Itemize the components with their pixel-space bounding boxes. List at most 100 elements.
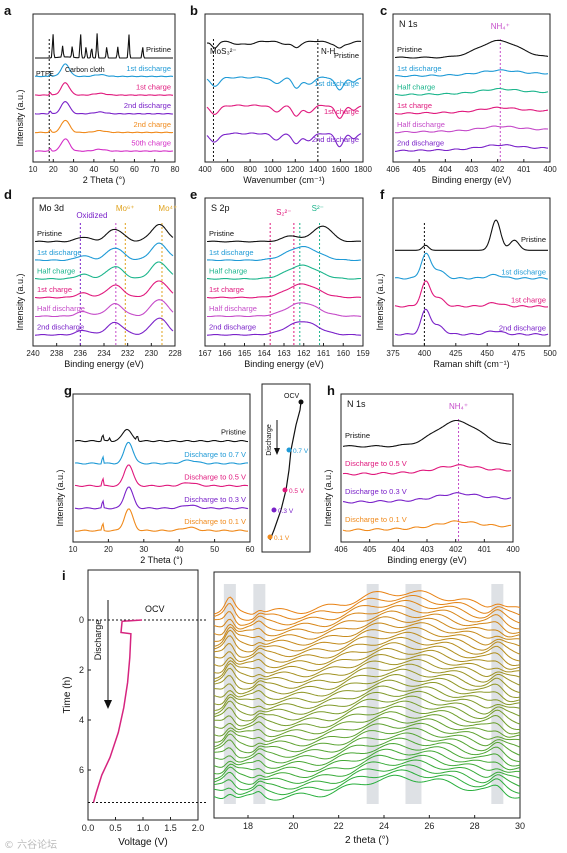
waterfall-curve [213,774,521,801]
series-label: Discharge to 0.5 V [345,459,407,468]
y-tick-label: 0 [79,615,84,625]
x-tick-label: 405 [363,545,377,554]
x-tick-label: 161 [317,349,331,358]
series-label: Discharge to 0.5 V [184,472,246,481]
series-label: 2nd discharge [209,322,256,331]
x-axis-label: Binding energy (eV) [244,359,324,369]
x-tick-label: 10 [29,165,38,174]
x-tick-label: 30 [69,165,78,174]
inset-point [271,507,277,513]
panel-title: N 1s [399,19,418,29]
x-tick-label: 26 [424,821,434,831]
annotation: Carbon cloth [65,67,105,74]
series-line [207,264,361,280]
x-tick-label: 402 [449,545,463,554]
x-tick-label: 236 [74,349,88,358]
x-tick-label: 2.0 [192,823,205,833]
plot-frame [204,13,364,163]
series-label: 1st charge [37,285,72,294]
series-line [207,245,362,262]
x-axis-label: Voltage (V) [118,837,167,848]
series-label: Half discharge [209,304,257,313]
x-tick-label: 70 [150,165,159,174]
waterfall-curve [213,599,521,626]
x-tick-label: 232 [121,349,135,358]
waterfall-curve [213,610,521,637]
x-tick-label: 1.5 [164,823,177,833]
y-axis-label: Time (h) [62,677,73,714]
inset-point-label: 0.1 V [274,535,290,542]
x-tick-label: 164 [258,349,272,358]
x-axis-label: Binding energy (eV) [432,175,512,185]
x-tick-label: 600 [221,165,235,174]
series-line [35,63,174,78]
waterfall-curve [213,748,521,775]
series-label: 1st discharge [314,79,359,88]
series-line [35,299,174,318]
waterfall-curve [213,636,521,663]
waterfall-curve [213,647,521,674]
panel-label: i [62,568,66,583]
series-label: Discharge to 0.1 V [184,517,246,526]
x-tick-label: 22 [334,821,344,831]
annotation: NH₄⁺ [491,22,510,31]
x-tick-label: 167 [198,349,212,358]
x-tick-label: 60 [246,545,255,554]
waterfall-curve [213,605,520,631]
y-axis-label: Intensity (a.u.) [55,469,65,526]
series-line [35,317,174,336]
x-tick-label: 375 [386,349,400,358]
series-label: Half discharge [397,120,445,129]
panel-a: a 10 20 30 40 50 60 70 80 2 Theta (°) Intensity (a… [4,3,180,185]
waterfall-curve [213,590,521,615]
x-tick-label: 20 [49,165,58,174]
arrow-head [104,700,112,709]
x-tick-label: 400 [198,165,212,174]
waterfall-curve [213,722,521,748]
panel-g-inset: OCV Discharge 0.7 V 0.5 V 0.3 V 0.1 V [261,383,311,553]
series-line [394,125,549,134]
x-tick-label: 0.0 [82,823,95,833]
x-tick-label: 162 [297,349,311,358]
series-label: Pristine [37,229,62,238]
series-label: 1st discharge [126,64,171,73]
series-line [206,104,362,119]
panel-label: g [64,383,72,398]
waterfall-curve [213,679,521,706]
x-tick-label: 403 [420,545,434,554]
series-line [394,87,549,96]
x-tick-label: 400 [418,349,432,358]
x-tick-label: 404 [439,165,453,174]
inset-point [286,447,292,453]
discharge-label: Discharge [266,424,273,456]
series-line [34,280,174,299]
waterfall-curve [213,759,521,785]
panel-label: e [190,187,197,202]
waterfall-curve [213,685,521,711]
inset-point-label: 0.5 V [289,488,305,495]
panel-title: Mo 3d [39,203,64,213]
inset-frame [261,383,311,553]
y-axis-label: Intensity (a.u.) [323,469,333,526]
annotation: Mo⁶⁺ [116,204,135,213]
x-tick-label: 401 [517,165,531,174]
series-line [395,69,549,78]
x-tick-label: 228 [168,349,182,358]
x-tick-label: 163 [277,349,291,358]
series-line [206,283,362,299]
x-axis-label: Binding energy (eV) [387,555,467,565]
waterfall-curve [213,737,521,764]
annotation: NH₄⁺ [449,402,468,411]
x-tick-label: 234 [97,349,111,358]
series-line [34,82,174,96]
x-tick-label: 30 [515,821,525,831]
series-label: Pristine [146,45,171,54]
x-tick-label: 402 [491,165,505,174]
annotation: N-H [321,47,335,56]
series-line [74,428,249,443]
x-tick-label: 18 [243,821,253,831]
series-label: 1st charge [209,285,244,294]
inset-point [267,534,273,540]
y-tick-label: 6 [79,765,84,775]
x-tick-label: 500 [543,349,557,358]
